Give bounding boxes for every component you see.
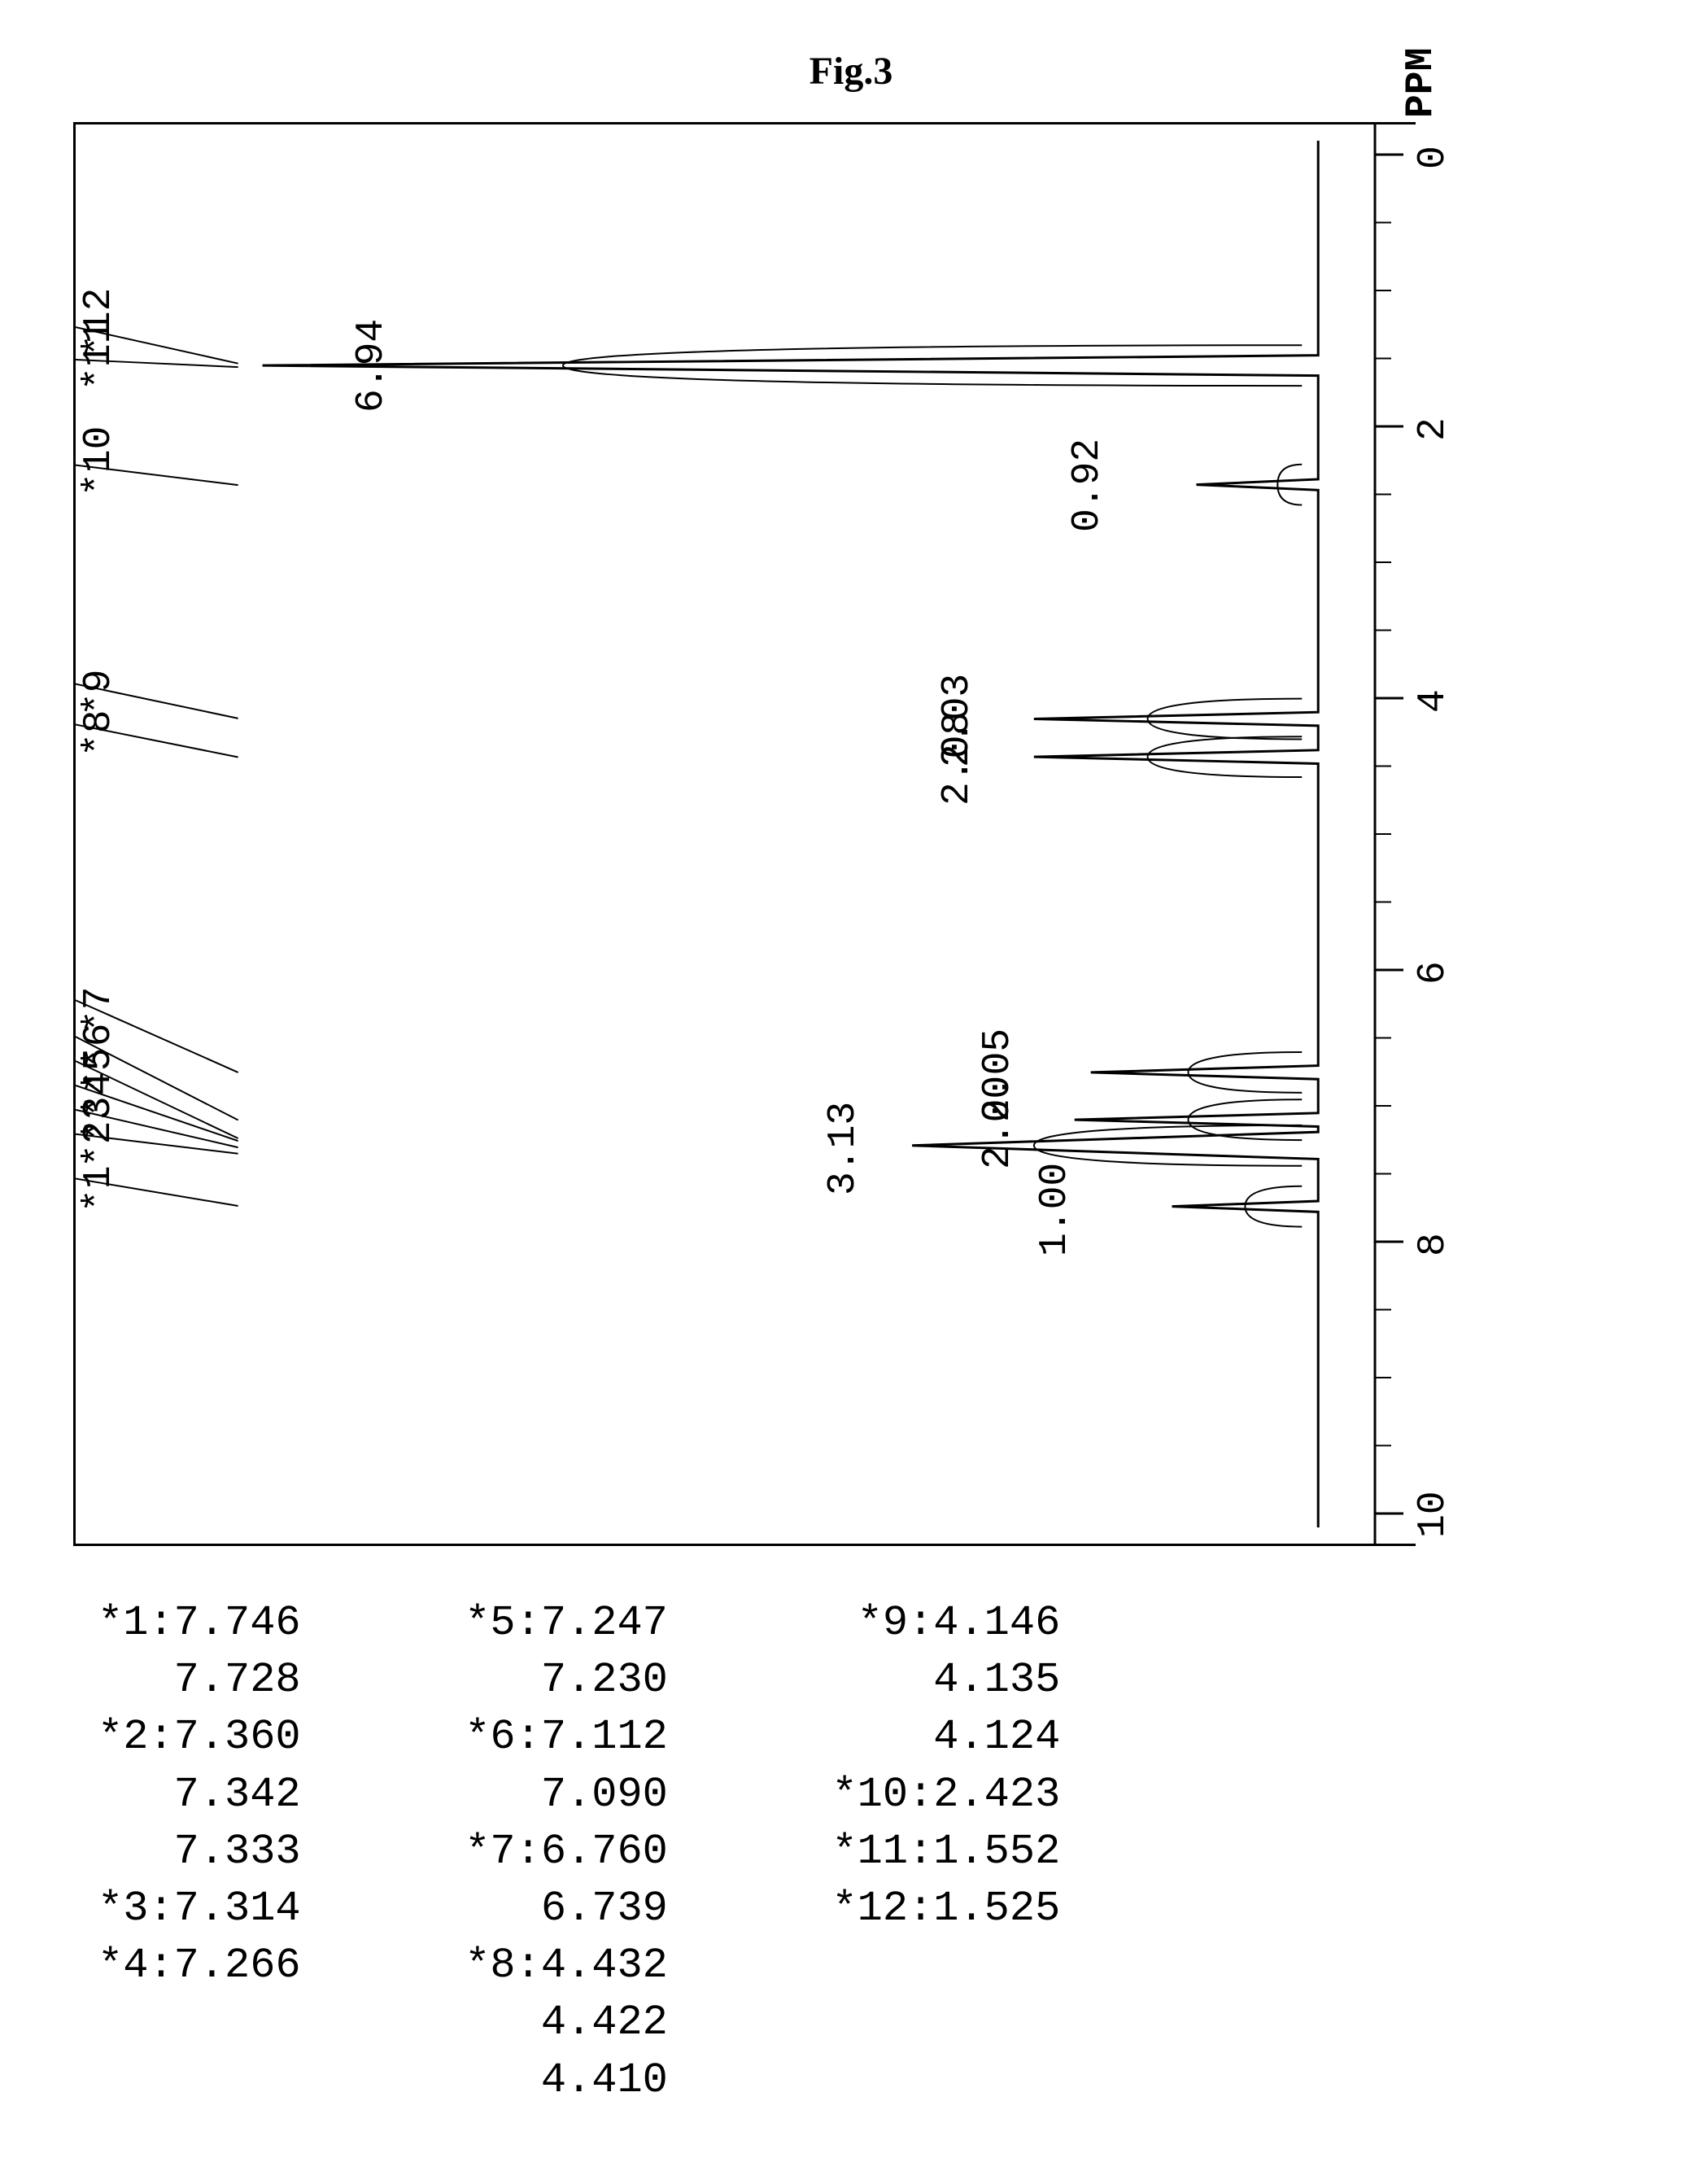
- peak-marker-label: *8: [77, 710, 121, 757]
- peak-table-row: 7.728: [98, 1652, 439, 1709]
- peak-table-row: 4.422: [465, 1994, 806, 2051]
- peak-table-row: 7.333: [98, 1824, 439, 1880]
- peak-table-row: *2:7.360: [98, 1709, 439, 1766]
- peak-marker-label: *9: [77, 669, 121, 716]
- nmr-spectrum-svg: [76, 124, 1416, 1544]
- peak-table-row: *1:7.746: [98, 1595, 439, 1652]
- peak-table-row: *10:2.423: [831, 1767, 1173, 1824]
- peak-table-col-3: *9:4.146 4.135 4.124*10:2.423*11:1.552*1…: [831, 1595, 1173, 1937]
- axis-unit-label: PPM: [1399, 48, 1443, 118]
- peak-table-row: 6.739: [465, 1880, 806, 1937]
- axis-tick-label: 4: [1412, 689, 1455, 713]
- integral-value: 6.94: [350, 319, 394, 413]
- peak-table-row: *7:6.760: [465, 1824, 806, 1880]
- integral-value: 2.08: [936, 712, 980, 806]
- peak-list-table: *1:7.746 7.728*2:7.360 7.342 7.333*3:7.3…: [98, 1595, 1173, 2109]
- integral-value: 3.13: [822, 1102, 866, 1195]
- peak-table-col-1: *1:7.746 7.728*2:7.360 7.342 7.333*3:7.3…: [98, 1595, 439, 1994]
- peak-table-row: *9:4.146: [831, 1595, 1173, 1652]
- figure-title: Fig.3: [810, 49, 893, 94]
- integral-value: 0.92: [1066, 439, 1110, 532]
- peak-table-row: 4.135: [831, 1652, 1173, 1709]
- integral-value: 1.00: [1033, 1163, 1077, 1256]
- integral-value: 2.00: [976, 1076, 1020, 1169]
- peak-table-row: 4.124: [831, 1709, 1173, 1766]
- peak-table-row: 7.342: [98, 1767, 439, 1824]
- axis-tick-label: 6: [1412, 961, 1455, 985]
- peak-table-row: *4:7.266: [98, 1937, 439, 1994]
- ppm-axis: [1351, 122, 1448, 1546]
- peak-table-row: *3:7.314: [98, 1880, 439, 1937]
- peak-table-col-2: *5:7.247 7.230*6:7.112 7.090*7:6.760 6.7…: [465, 1595, 806, 2109]
- peak-marker-label: *10: [77, 426, 121, 496]
- axis-tick-label: 8: [1412, 1233, 1455, 1256]
- peak-table-row: *11:1.552: [831, 1824, 1173, 1880]
- peak-marker-label: *1: [77, 1165, 121, 1212]
- peak-table-row: *12:1.525: [831, 1880, 1173, 1937]
- axis-tick-label: 2: [1412, 417, 1455, 441]
- peak-table-row: *8:4.432: [465, 1937, 806, 1994]
- axis-svg: [1351, 122, 1448, 1546]
- peak-table-row: 7.090: [465, 1767, 806, 1824]
- spectrum-plot: [73, 122, 1416, 1546]
- peak-marker-label: *11: [77, 321, 121, 391]
- axis-tick-label: 10: [1412, 1491, 1455, 1538]
- peak-table-row: *6:7.112: [465, 1709, 806, 1766]
- axis-tick-label: 0: [1412, 146, 1455, 169]
- peak-marker-label: *2: [77, 1120, 121, 1168]
- peak-table-row: *5:7.247: [465, 1595, 806, 1652]
- peak-table-row: 7.230: [465, 1652, 806, 1709]
- peak-table-row: 4.410: [465, 2052, 806, 2109]
